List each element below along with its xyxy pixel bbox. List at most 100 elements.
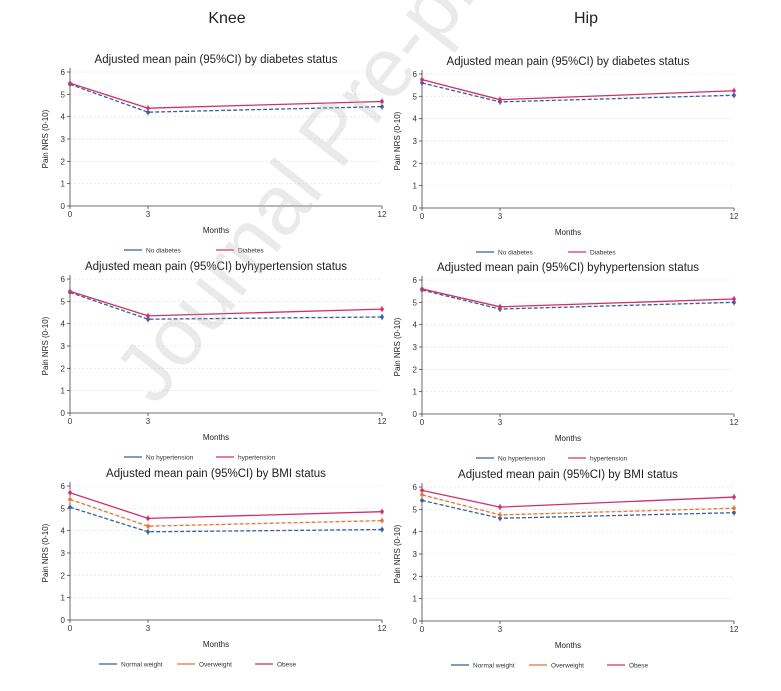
y-tick-label: 6 — [61, 482, 66, 491]
x-tick-label: 3 — [146, 417, 151, 426]
chart-title: Adjusted mean pain (95%CI) by BMI status — [458, 469, 678, 481]
y-tick-label: 5 — [61, 90, 66, 99]
x-tick-label: 12 — [730, 418, 739, 427]
x-axis-label: Months — [203, 433, 229, 442]
legend-entry: Normal weight — [121, 662, 163, 669]
series-line-0 — [69, 506, 383, 533]
data-point — [498, 516, 502, 521]
x-axis-label: Months — [555, 641, 581, 650]
y-tick-label: 1 — [413, 182, 418, 191]
data-point — [380, 527, 384, 532]
series-line-1 — [421, 494, 735, 516]
y-tick-label: 3 — [61, 135, 66, 144]
y-tick-label: 5 — [61, 297, 66, 306]
data-point — [68, 81, 72, 85]
y-tick-label: 6 — [413, 483, 418, 492]
chart-svg: Adjusted mean pain (95%CI) byhypertensio… — [393, 262, 739, 463]
x-tick-label: 0 — [420, 625, 425, 634]
y-tick-label: 5 — [61, 504, 66, 513]
data-point — [146, 314, 150, 318]
data-point — [420, 77, 424, 82]
x-axis-label: Months — [555, 228, 581, 237]
data-point — [498, 513, 502, 517]
y-tick-label: 4 — [413, 115, 418, 124]
y-tick-label: 6 — [61, 68, 66, 77]
legend-entry: Diabetes — [238, 248, 264, 255]
data-point — [380, 509, 384, 514]
legend-entry: hypertension — [590, 456, 628, 463]
data-point — [146, 529, 150, 534]
data-point — [380, 315, 384, 319]
hip-diabetes-chart: Adjusted mean pain (95%CI) by diabetes s… — [372, 50, 742, 260]
data-point — [68, 497, 72, 502]
data-point — [732, 506, 736, 511]
data-point — [146, 317, 150, 321]
y-tick-label: 6 — [413, 276, 418, 285]
series-line-1 — [69, 290, 383, 317]
chart-title: Adjusted mean pain (95%CI) by diabetes s… — [447, 56, 690, 68]
data-point — [68, 289, 72, 294]
x-tick-label: 12 — [730, 625, 739, 634]
series-line-2 — [421, 489, 735, 508]
chart-title: Adjusted mean pain (95%CI) byhypertensio… — [85, 261, 347, 273]
chart-title: Adjusted mean pain (95%CI) by BMI status — [106, 468, 326, 480]
series-line-0 — [69, 291, 383, 320]
y-tick-label: 4 — [61, 113, 66, 122]
y-tick-label: 3 — [61, 342, 66, 351]
y-tick-label: 2 — [61, 157, 66, 166]
y-tick-label: 6 — [61, 275, 66, 284]
x-tick-label: 3 — [146, 624, 151, 633]
y-tick-label: 4 — [61, 527, 66, 536]
y-tick-label: 0 — [61, 409, 66, 418]
y-tick-label: 4 — [413, 321, 418, 330]
knee-column-title: Knee — [208, 10, 246, 27]
x-axis-label: Months — [203, 226, 229, 235]
data-point — [420, 488, 424, 493]
y-tick-label: 0 — [413, 204, 418, 213]
y-tick-label: 2 — [413, 365, 418, 374]
legend-entry: hypertension — [238, 455, 276, 462]
series-line-1 — [69, 498, 383, 527]
y-tick-label: 2 — [413, 572, 418, 581]
y-tick-label: 2 — [61, 571, 66, 580]
legend-entry: No hypertension — [498, 456, 546, 463]
x-tick-label: 3 — [498, 418, 503, 427]
data-point — [498, 305, 502, 309]
legend-entry: Overweight — [199, 662, 232, 669]
x-tick-label: 12 — [378, 624, 387, 633]
legend-entry: Obese — [277, 662, 297, 669]
y-tick-label: 3 — [61, 549, 66, 558]
series-line-2 — [69, 492, 383, 520]
data-point — [146, 110, 150, 114]
y-tick-label: 1 — [61, 180, 66, 189]
hip-bmi-chart: Adjusted mean pain (95%CI) by BMI status… — [372, 463, 742, 673]
knee-diabetes-chart: Adjusted mean pain (95%CI) by diabetes s… — [20, 48, 390, 258]
data-point — [420, 287, 424, 291]
y-axis-label: Pain NRS (0-10) — [41, 316, 50, 375]
y-tick-label: 5 — [413, 505, 418, 514]
y-tick-label: 3 — [413, 550, 418, 559]
knee-bmi-chart: Adjusted mean pain (95%CI) by BMI status… — [20, 462, 390, 672]
legend-entry: No hypertension — [146, 455, 194, 462]
data-point — [380, 104, 384, 109]
y-tick-label: 4 — [413, 528, 418, 537]
data-point — [420, 498, 424, 503]
data-point — [146, 524, 150, 528]
chart-svg: Adjusted mean pain (95%CI) by diabetes s… — [41, 54, 387, 255]
chart-svg: Adjusted mean pain (95%CI) by BMI status… — [393, 469, 739, 670]
y-tick-label: 0 — [413, 617, 418, 626]
y-tick-label: 5 — [413, 92, 418, 101]
data-point — [732, 297, 736, 301]
chart-title: Adjusted mean pain (95%CI) by diabetes s… — [95, 54, 338, 66]
data-point — [732, 300, 736, 305]
data-point — [732, 88, 736, 93]
legend-entry: No diabetes — [498, 250, 533, 257]
y-tick-label: 0 — [61, 616, 66, 625]
legend-entry: No diabetes — [146, 248, 181, 255]
data-point — [498, 97, 502, 102]
y-tick-label: 0 — [61, 202, 66, 211]
y-tick-label: 1 — [61, 387, 66, 396]
series-line-1 — [69, 82, 383, 109]
y-tick-label: 3 — [413, 343, 418, 352]
y-tick-label: 3 — [413, 137, 418, 146]
